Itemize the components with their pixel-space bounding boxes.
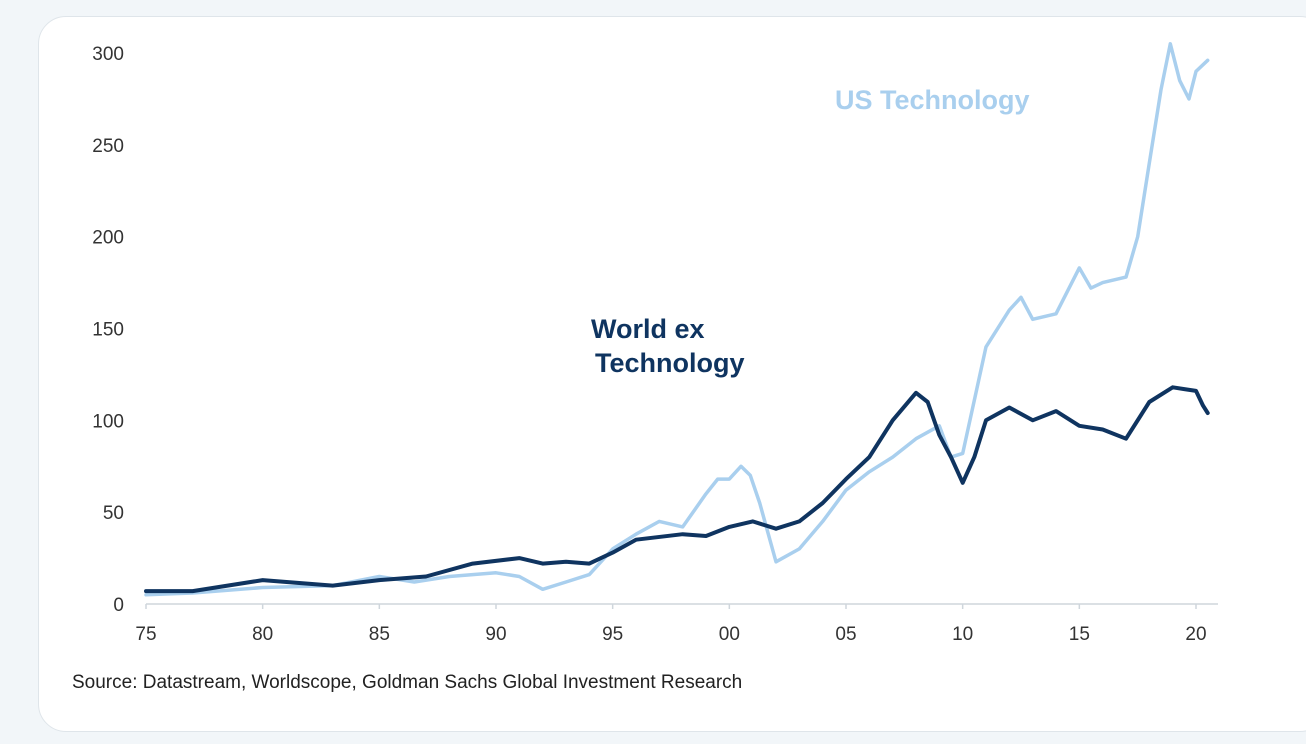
us-technology-line bbox=[144, 42, 1210, 597]
x-tick-label: 10 bbox=[952, 624, 973, 645]
source-note: Source: Datastream, Worldscope, Goldman … bbox=[72, 672, 743, 693]
y-tick-label: 250 bbox=[92, 136, 124, 157]
x-tick-label: 85 bbox=[369, 624, 390, 645]
world-ex-technology-line bbox=[144, 385, 1210, 594]
x-tick-label: 20 bbox=[1185, 624, 1206, 645]
y-tick-label: 200 bbox=[92, 228, 124, 249]
x-tick-label: 05 bbox=[835, 624, 856, 645]
y-tick-label: 100 bbox=[92, 411, 124, 432]
x-tick-label: 15 bbox=[1069, 624, 1090, 645]
world-ex-technology-label-line1: World ex bbox=[591, 314, 705, 344]
x-tick-label: 95 bbox=[602, 624, 623, 645]
us-technology-label: US Technology bbox=[835, 85, 1030, 115]
x-tick-label: 90 bbox=[485, 624, 506, 645]
y-tick-label: 300 bbox=[92, 44, 124, 65]
x-tick-label: 80 bbox=[252, 624, 273, 645]
y-tick-label: 150 bbox=[92, 320, 124, 341]
y-tick-label: 0 bbox=[113, 595, 124, 616]
world-ex-technology-label-line2: Technology bbox=[595, 348, 745, 378]
x-tick-label: 75 bbox=[135, 624, 156, 645]
x-tick-label: 00 bbox=[719, 624, 740, 645]
chart-card bbox=[38, 16, 1306, 732]
y-tick-label: 50 bbox=[103, 503, 124, 524]
